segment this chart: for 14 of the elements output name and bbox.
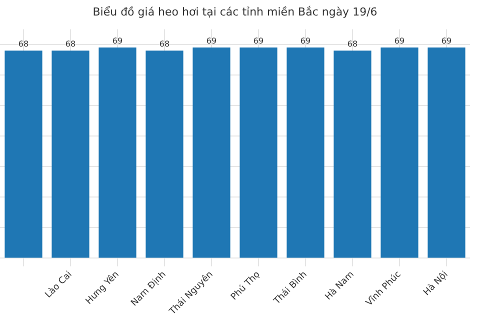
x-tick-label: Hà Nội: [421, 269, 450, 298]
data-label: 69: [394, 36, 405, 46]
data-label: 68: [65, 40, 76, 49]
data-label: 68: [347, 40, 358, 49]
x-tick-label: Lào Cai: [43, 269, 74, 300]
chart-title: Biểu đồ giá heo hơi tại các tỉnh miền Bắc ngày 19/6: [92, 5, 378, 18]
data-label: 69: [441, 36, 452, 46]
data-label: 69: [300, 36, 311, 46]
data-label: 69: [112, 36, 123, 46]
data-label: 69: [206, 36, 217, 46]
data-label: 68: [18, 40, 29, 49]
data-label: 69: [253, 36, 264, 46]
data-label: 68: [159, 40, 170, 49]
x-tick-label: Phú Thọ: [228, 268, 263, 303]
